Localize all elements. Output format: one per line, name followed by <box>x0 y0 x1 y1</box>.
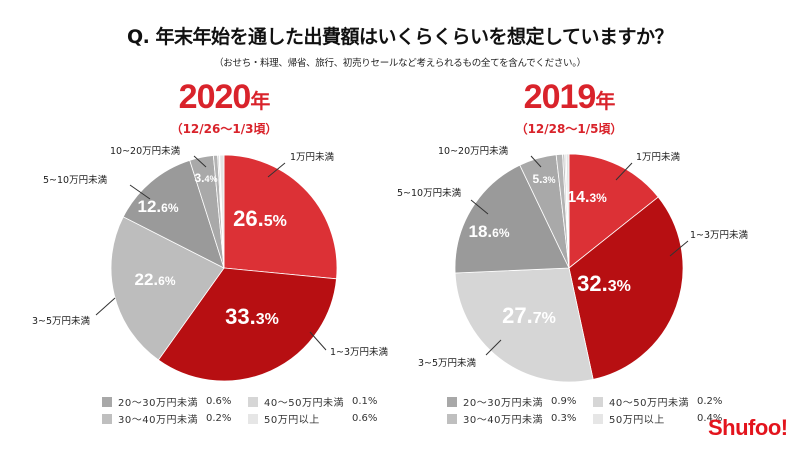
period-2020: （12/26〜1/3頃） <box>170 122 278 136</box>
legend-value: 0.2% <box>206 413 232 424</box>
category-label: 10~20万円未満 <box>438 145 509 157</box>
pie-slice <box>568 153 659 269</box>
category-label: 1~3万円未満 <box>690 229 749 241</box>
callout-line <box>530 155 542 168</box>
callout-line <box>267 162 286 178</box>
legend-value: 0.1% <box>352 396 378 407</box>
legend-label: 20〜30万円未満 <box>463 398 543 409</box>
legend-label: 30〜40万円未満 <box>118 415 198 426</box>
pie-2020: 26.5% 33.3% 22.6% 12.6% 3.4% 1万円未満 1~3万円未満 3~5万… <box>32 145 389 382</box>
slice-value-label: 33.3% <box>225 304 279 329</box>
slice-value-label: 18.6% <box>469 222 510 241</box>
period-2019: （12/28〜1/5頃） <box>515 122 623 136</box>
year-title-2019: 2019年 <box>469 78 669 117</box>
legend-2019: 20〜30万円未満 0.9% 40〜50万円未満 0.2% 30〜40万円未満 0.3… <box>447 393 739 427</box>
legend-label: 40〜50万円未満 <box>264 398 344 409</box>
legend-value: 0.4% <box>697 413 723 424</box>
legend-value: 0.6% <box>206 396 232 407</box>
category-label: 3~5万円未満 <box>418 357 477 369</box>
legend-2020: 20〜30万円未満 0.6% 40〜50万円未満 0.1% 30〜40万円未満 0.2… <box>102 393 394 427</box>
pie-slice <box>122 159 225 269</box>
slice-value-label: 26.5% <box>233 206 287 231</box>
slice-value-label: 22.6% <box>135 270 176 289</box>
legend-swatch <box>248 413 258 424</box>
category-label: 1~3万円未満 <box>330 346 389 358</box>
slice-value-label: 32.3% <box>577 271 631 296</box>
legend-swatch <box>102 396 112 407</box>
year-suffix: 年 <box>595 91 615 113</box>
year-title-2020: 2020年 <box>124 78 324 117</box>
callout-line <box>309 331 327 351</box>
callout-line <box>129 184 151 200</box>
pie-slice <box>219 154 225 269</box>
pie-slice <box>157 267 337 382</box>
pie-slice <box>223 154 338 280</box>
callout-line <box>615 162 633 181</box>
pie-2019: 14.3% 32.3% 27.7% 18.6% 5.3% 1万円未満 1~3万円未満 3~5万… <box>397 145 749 383</box>
legend-swatch <box>593 396 603 407</box>
callout-line <box>485 339 502 356</box>
callout-line <box>470 199 489 215</box>
callout-line <box>193 155 207 168</box>
legend-label: 30〜40万円未満 <box>463 415 543 426</box>
slice-value-label: 14.3% <box>567 189 607 206</box>
category-label: 1万円未満 <box>290 151 335 163</box>
pie-slice <box>568 196 684 380</box>
shufoo-logo: Shufoo! <box>708 415 788 440</box>
legend-label: 40〜50万円未満 <box>609 398 689 409</box>
slice-value-label: 3.4% <box>194 171 217 185</box>
pie-slice <box>454 164 570 274</box>
legend-swatch <box>447 413 457 424</box>
year-suffix: 年 <box>250 91 270 113</box>
slice-value-label: 5.3% <box>532 172 555 186</box>
category-label: 5~10万円未満 <box>397 187 462 199</box>
legend-value: 0.9% <box>551 396 577 407</box>
slice-value-label: 12.6% <box>138 197 179 216</box>
legend-swatch <box>102 413 112 424</box>
category-label: 1万円未満 <box>636 151 681 163</box>
legend-swatch <box>447 396 457 407</box>
callout-line <box>95 297 116 316</box>
legend-value: 0.6% <box>352 413 378 424</box>
legend-label: 50万円以上 <box>609 415 665 426</box>
legend-swatch <box>593 413 603 424</box>
legend-label: 20〜30万円未満 <box>118 398 198 409</box>
legend-label: 50万円以上 <box>264 415 320 426</box>
legend-swatch <box>248 396 258 407</box>
callout-line <box>669 240 689 257</box>
category-label: 5~10万円未満 <box>43 174 108 186</box>
legend-value: 0.2% <box>697 396 723 407</box>
question-title: Q. 年末年始を通した出費額はいくらくらいを想定していますか？ <box>127 26 673 48</box>
category-label: 3~5万円未満 <box>32 315 91 327</box>
legend-value: 0.3% <box>551 413 577 424</box>
pie-slice <box>454 267 594 383</box>
slice-value-label: 27.7% <box>502 303 556 328</box>
year-number: 2020 <box>178 78 252 116</box>
question-subtitle: （おせち・料理、帰省、旅行、初売りセールなど考えられるもの全てを含んでください。… <box>214 58 586 69</box>
pie-slice <box>110 216 225 361</box>
category-label: 10~20万円未満 <box>110 145 181 157</box>
pie-slice <box>565 153 570 269</box>
year-number: 2019 <box>523 78 597 116</box>
